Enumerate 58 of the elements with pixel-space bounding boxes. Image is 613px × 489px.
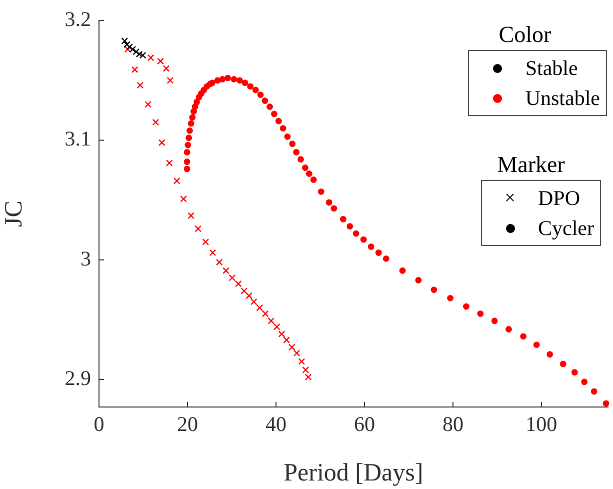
point	[250, 298, 258, 306]
point	[158, 139, 166, 146]
annotation: Marker	[496, 152, 566, 178]
point	[180, 195, 187, 202]
point	[152, 118, 160, 126]
x-tick-label: 100	[526, 412, 558, 436]
x-tick-label: 80	[442, 412, 464, 436]
point	[131, 66, 138, 74]
x-tick-label: 60	[354, 412, 375, 436]
point	[222, 267, 230, 274]
point	[240, 288, 248, 294]
point	[268, 317, 275, 324]
point	[194, 225, 202, 232]
point	[234, 280, 242, 288]
y-tick-label: 2.9	[64, 366, 91, 390]
legend-label: Unstable	[525, 86, 600, 110]
point	[136, 82, 144, 89]
point	[166, 160, 173, 166]
point	[124, 46, 132, 53]
point	[262, 310, 269, 318]
annotation: Cycler	[538, 216, 594, 240]
point	[126, 43, 133, 50]
point	[123, 41, 130, 48]
point	[273, 323, 280, 330]
point	[129, 46, 136, 53]
point	[298, 358, 306, 365]
point	[288, 344, 296, 351]
point	[293, 350, 300, 357]
point	[157, 58, 164, 65]
point	[188, 212, 194, 220]
point	[136, 50, 143, 58]
point	[209, 249, 216, 256]
point	[246, 292, 252, 300]
legend-label: Stable	[525, 56, 578, 80]
point	[278, 330, 286, 338]
point	[283, 336, 290, 344]
y-axis-title: JC	[0, 200, 28, 228]
point	[147, 54, 154, 62]
point	[228, 274, 236, 282]
point	[256, 304, 264, 312]
x-tick-label: 20	[176, 412, 198, 436]
point	[121, 38, 128, 44]
point	[202, 238, 210, 246]
point	[139, 52, 146, 59]
point	[166, 76, 174, 84]
x-axis-title: Period [Days]	[284, 460, 424, 487]
point	[144, 100, 152, 108]
x-tick-label: 40	[265, 412, 286, 436]
legend-title: Color	[498, 22, 552, 48]
point	[162, 65, 170, 72]
point	[216, 258, 223, 266]
y-tick-label: 3.2	[64, 7, 91, 32]
point	[173, 177, 180, 184]
x-tick-label: 0	[94, 412, 104, 436]
point	[132, 48, 140, 56]
annotation: DPO	[538, 186, 580, 210]
y-tick-label: 3.1	[64, 126, 91, 151]
y-tick-label: 3	[80, 246, 91, 270]
